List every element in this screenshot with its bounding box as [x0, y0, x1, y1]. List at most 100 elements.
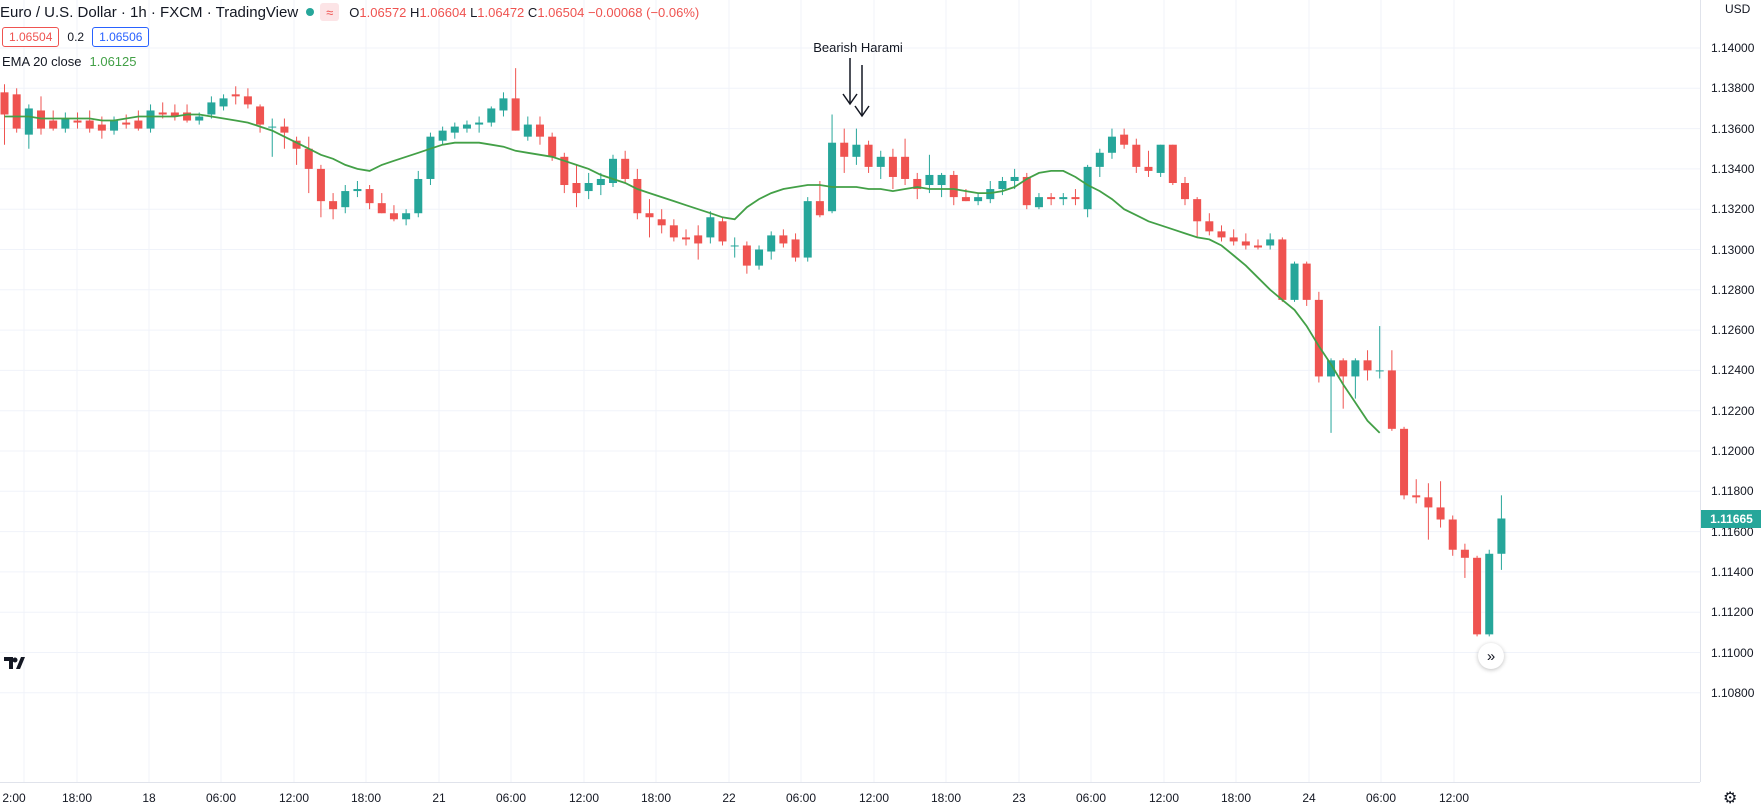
high-label: H	[410, 4, 420, 20]
price-tick-label: 1.13600	[1711, 121, 1755, 136]
currency-label[interactable]: USD	[1725, 2, 1751, 16]
tradingview-logo-icon[interactable]	[2, 648, 32, 678]
candle-body	[475, 122, 484, 125]
candle-body	[1205, 221, 1214, 232]
time-tick-label: 18:00	[350, 791, 382, 805]
price-tick-label: 1.11600	[1711, 524, 1754, 539]
indicator-label[interactable]: EMA 20 close	[2, 54, 82, 69]
candle-body	[61, 118, 70, 129]
candle-body	[986, 189, 995, 200]
candle-body	[462, 124, 471, 129]
candle-body	[1266, 239, 1275, 246]
candle-body	[1460, 549, 1469, 558]
candle-body	[1059, 197, 1068, 200]
gear-icon[interactable]: ⚙	[1723, 790, 1738, 807]
candle-body	[1424, 497, 1433, 508]
candle-body	[1034, 197, 1043, 208]
candle-body	[803, 201, 812, 258]
candle-body	[292, 140, 301, 149]
candle-body	[791, 239, 800, 258]
candle-body	[1144, 166, 1153, 171]
candle-body	[170, 112, 179, 117]
candle-body	[1290, 263, 1299, 300]
annotation-label: Bearish Harami	[813, 40, 903, 55]
candle-body	[621, 158, 630, 179]
candle-body	[1193, 199, 1202, 222]
time-tick-label: 22	[722, 791, 736, 805]
candle-body	[73, 120, 82, 123]
candle-body	[718, 221, 727, 242]
candle-body	[706, 217, 715, 238]
time-tick-label: 06:00	[785, 791, 817, 805]
time-tick-label: 12:00	[1438, 791, 1470, 805]
candle-body	[548, 136, 557, 157]
candle-body	[195, 116, 204, 121]
indicator-legend[interactable]: EMA 20 close 1.06125	[2, 54, 137, 69]
candle-body	[219, 98, 228, 107]
price-tick-label: 1.13000	[1711, 242, 1755, 257]
candle-body	[840, 142, 849, 157]
time-tick-label: 18:00	[640, 791, 672, 805]
time-tick-label: 06:00	[205, 791, 237, 805]
candle-body	[523, 124, 532, 137]
price-tick-label: 1.12400	[1711, 363, 1755, 378]
candle-body	[341, 191, 350, 208]
ema-20-line	[4, 113, 1381, 434]
price-tick-label: 1.11200	[1711, 605, 1754, 620]
price-scale[interactable]: USD ⌄ 1.140001.138001.136001.134001.1320…	[1700, 0, 1761, 782]
candle-body	[24, 108, 33, 135]
time-tick-label: 18	[142, 791, 156, 805]
candle-body	[888, 156, 897, 177]
time-tick-label: 18:00	[930, 791, 962, 805]
spread-value: 0.2	[67, 30, 85, 44]
candle-body	[1363, 360, 1372, 371]
candle-body	[110, 120, 119, 131]
price-tick-label: 1.12200	[1711, 403, 1755, 418]
price-tick-label: 1.11800	[1711, 484, 1754, 499]
candle-body	[389, 213, 398, 220]
time-scale[interactable]: 2:00 18:00 18 06:00 12:00 18:00 21 06:00 12:00 18…	[0, 782, 1700, 812]
candle-body	[0, 92, 9, 115]
candle-body	[1485, 553, 1494, 635]
chart-legend-header: Euro / U.S. Dollar · 1h · FXCM · Trading…	[0, 3, 699, 21]
candle-body	[742, 245, 751, 266]
price-tick-label: 1.13800	[1711, 81, 1755, 96]
buy-price-button[interactable]: 1.06506	[92, 27, 150, 47]
candle-body	[158, 112, 167, 115]
data-status-icon[interactable]: ≈	[320, 3, 340, 21]
candle-body	[1107, 136, 1116, 153]
candle-body	[1375, 370, 1384, 372]
candle-body	[1241, 241, 1250, 246]
double-chevron-right-icon[interactable]: »	[1478, 643, 1504, 669]
candle-body	[268, 126, 277, 128]
candle-body	[1314, 299, 1323, 377]
time-tick-label: 12:00	[1148, 791, 1180, 805]
symbol-title[interactable]: Euro / U.S. Dollar · 1h · FXCM · Trading…	[0, 3, 299, 21]
candle-body	[487, 108, 496, 123]
candle-body	[925, 174, 934, 186]
candle-body	[511, 98, 520, 131]
candle-body	[438, 130, 447, 141]
candle-body	[852, 144, 861, 157]
candle-body	[37, 110, 46, 129]
candle-body	[645, 213, 654, 218]
candle-body	[85, 120, 94, 129]
candle-body	[353, 189, 362, 192]
candle-body	[426, 136, 435, 179]
market-status-dot	[306, 8, 315, 16]
candlestick-chart[interactable]: Bearish Harami	[0, 0, 1700, 782]
chart-pane[interactable]: Bearish Harami	[0, 0, 1700, 782]
price-tick-label: 1.12000	[1711, 444, 1755, 458]
annotation-arrowhead-2	[854, 105, 870, 118]
candle-body	[243, 96, 252, 105]
candle-body	[49, 120, 58, 129]
candle-body	[414, 178, 423, 214]
last-price-label: 1.11665	[1701, 509, 1761, 528]
time-tick-label: 18:00	[61, 791, 93, 805]
time-tick-label: 12:00	[858, 791, 890, 805]
candle-body	[1156, 144, 1165, 173]
candle-body	[815, 201, 824, 216]
candle-body	[755, 249, 764, 266]
sell-price-button[interactable]: 1.06504	[2, 27, 60, 47]
candle-body	[316, 168, 325, 202]
